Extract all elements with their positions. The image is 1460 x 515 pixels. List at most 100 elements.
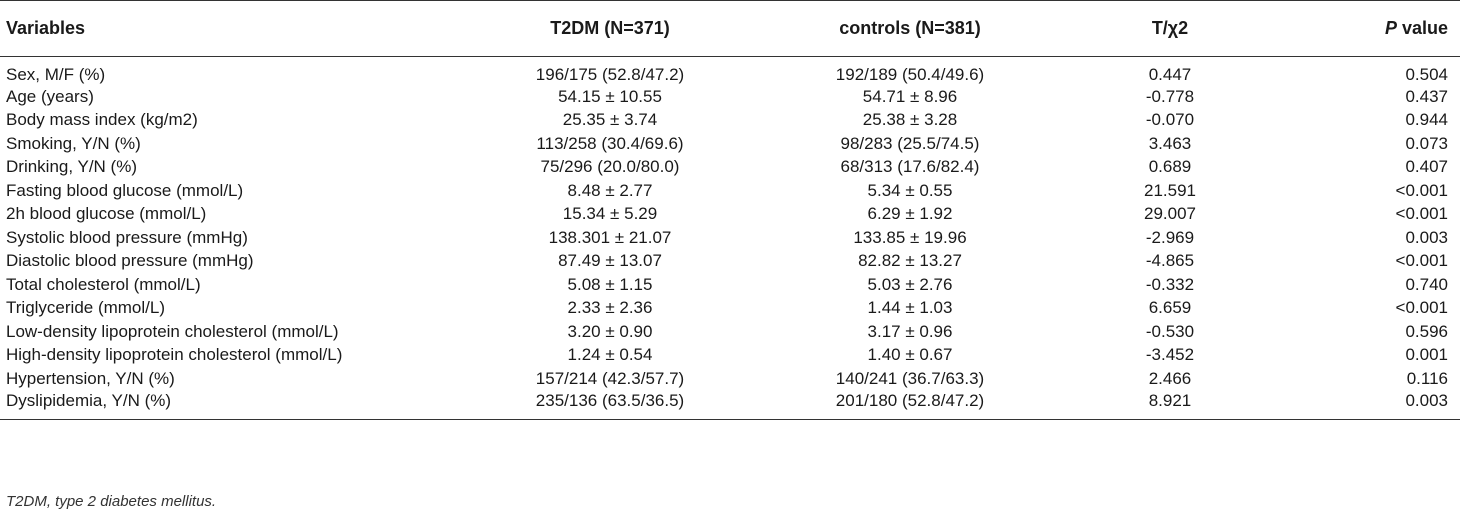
- stat-cell: -0.332: [1145, 274, 1195, 294]
- stat-cell: -4.865: [1145, 251, 1195, 271]
- t2dm-cell: 87.49 ± 13.07: [558, 251, 662, 271]
- p-value-cell: 0.407: [1405, 157, 1448, 177]
- t2dm-cell: 1.24 ± 0.54: [567, 345, 653, 365]
- controls-cell: 68/313 (17.6/82.4): [840, 157, 980, 177]
- controls-cell: 140/241 (36.7/63.3): [835, 368, 985, 388]
- table-row: Low-density lipoprotein cholesterol (mmo…: [0, 320, 1460, 344]
- controls-cell: 133.85 ± 19.96: [853, 227, 967, 247]
- table-row: Systolic blood pressure (mmHg) 138.301 ± …: [0, 226, 1460, 250]
- table-row: Triglyceride (mmol/L) 2.33 ± 2.36 1.44 ± 1…: [0, 297, 1460, 321]
- p-value-cell: <0.001: [1395, 298, 1448, 318]
- table-body: Sex, M/F (%) 196/175 (52.8/47.2) 192/189 (…: [0, 57, 1460, 420]
- t2dm-cell: 138.301 ± 21.07: [548, 227, 672, 247]
- variable-cell: Hypertension, Y/N (%): [6, 368, 175, 388]
- controls-cell: 5.34 ± 0.55: [867, 180, 953, 200]
- controls-cell: 1.44 ± 1.03: [867, 298, 953, 318]
- p-value-cell: 0.437: [1405, 86, 1448, 106]
- p-value-cell: 0.073: [1405, 133, 1448, 153]
- variable-cell: Triglyceride (mmol/L): [6, 298, 166, 318]
- table-footer-rule: [0, 418, 1460, 422]
- table-row: Age (years) 54.15 ± 10.55 54.71 ± 8.96 -0.7…: [0, 85, 1460, 109]
- t2dm-cell: 157/214 (42.3/57.7): [535, 368, 685, 388]
- header-p-rest: value: [1396, 18, 1448, 38]
- table-row: Smoking, Y/N (%) 113/258 (30.4/69.6) 98/28…: [0, 132, 1460, 156]
- controls-cell: 5.03 ± 2.76: [867, 274, 953, 294]
- variable-cell: Fasting blood glucose (mmol/L): [6, 180, 244, 200]
- stat-cell: 0.689: [1148, 157, 1192, 177]
- variable-cell: Systolic blood pressure (mmHg): [6, 227, 248, 247]
- stat-cell: -0.070: [1145, 110, 1195, 130]
- t2dm-cell: 235/136 (63.5/36.5): [535, 390, 685, 410]
- variable-cell: Drinking, Y/N (%): [6, 157, 137, 177]
- t2dm-cell: 15.34 ± 5.29: [562, 204, 658, 224]
- table-row: Dyslipidemia, Y/N (%) 235/136 (63.5/36.5)…: [0, 391, 1460, 420]
- table-row: Diastolic blood pressure (mmHg) 87.49 ± 1…: [0, 250, 1460, 274]
- p-value-cell: 0.003: [1405, 227, 1448, 247]
- table-row: Fasting blood glucose (mmol/L) 8.48 ± 2.7…: [0, 179, 1460, 203]
- header-variables: Variables: [0, 0, 460, 57]
- header-p-value: P value: [1280, 0, 1460, 57]
- table-row: High-density lipoprotein cholesterol (mm…: [0, 344, 1460, 368]
- stat-cell: 6.659: [1148, 298, 1192, 318]
- variable-cell: Diastolic blood pressure (mmHg): [6, 251, 254, 271]
- p-value-cell: 0.001: [1405, 345, 1448, 365]
- header-p-letter: P: [1384, 18, 1397, 38]
- t2dm-cell: 8.48 ± 2.77: [567, 180, 653, 200]
- controls-cell: 6.29 ± 1.92: [867, 204, 953, 224]
- variable-cell: Age (years): [6, 86, 94, 106]
- stat-cell: 21.591: [1144, 180, 1196, 200]
- stat-cell: -0.778: [1145, 86, 1195, 106]
- table-row: Sex, M/F (%) 196/175 (52.8/47.2) 192/189 (…: [0, 57, 1460, 86]
- t2dm-cell: 5.08 ± 1.15: [567, 274, 653, 294]
- stat-cell: -0.530: [1145, 321, 1195, 341]
- controls-cell: 201/180 (52.8/47.2): [835, 390, 985, 410]
- t2dm-cell: 196/175 (52.8/47.2): [535, 65, 685, 84]
- p-value-cell: 0.116: [1406, 368, 1448, 388]
- variable-cell: Low-density lipoprotein cholesterol (mmo…: [6, 321, 339, 341]
- p-value-cell: 0.740: [1405, 274, 1448, 294]
- table-row: Drinking, Y/N (%) 75/296 (20.0/80.0) 68/31…: [0, 156, 1460, 180]
- variable-cell: 2h blood glucose (mmol/L): [6, 204, 207, 224]
- p-value-cell: <0.001: [1395, 204, 1448, 224]
- characteristics-table-container: Variables T2DM (N=371) controls (N=381) …: [0, 0, 1460, 422]
- header-controls: controls (N=381): [760, 0, 1060, 57]
- characteristics-table: Variables T2DM (N=371) controls (N=381) …: [0, 0, 1460, 422]
- variable-cell: Total cholesterol (mmol/L): [6, 274, 201, 294]
- p-value-cell: 0.003: [1405, 390, 1448, 410]
- table-row: Body mass index (kg/m2) 25.35 ± 3.74 25.38…: [0, 109, 1460, 133]
- p-value-cell: 0.944: [1405, 110, 1448, 130]
- stat-cell: 29.007: [1144, 204, 1196, 224]
- table-row: Hypertension, Y/N (%) 157/214 (42.3/57.7)…: [0, 367, 1460, 391]
- controls-cell: 1.40 ± 0.67: [867, 345, 953, 365]
- variable-cell: Body mass index (kg/m2): [6, 110, 198, 130]
- stat-cell: -2.969: [1145, 227, 1195, 247]
- table-header: Variables T2DM (N=371) controls (N=381) …: [0, 0, 1460, 57]
- controls-cell: 192/189 (50.4/49.6): [835, 65, 985, 84]
- stat-cell: 8.921: [1148, 390, 1192, 410]
- t2dm-cell: 25.35 ± 3.74: [562, 110, 658, 130]
- variable-cell: High-density lipoprotein cholesterol (mm…: [6, 345, 343, 365]
- t2dm-cell: 113/258 (30.4/69.6): [536, 133, 684, 153]
- t2dm-cell: 75/296 (20.0/80.0): [540, 157, 680, 177]
- controls-cell: 98/283 (25.5/74.5): [840, 133, 980, 153]
- bottom-rule: [0, 418, 1460, 422]
- header-stat: T/χ2: [1060, 0, 1280, 57]
- table-footnote: T2DM, type 2 diabetes mellitus.: [6, 493, 217, 510]
- table-row: 2h blood glucose (mmol/L) 15.34 ± 5.29 6.2…: [0, 203, 1460, 227]
- controls-cell: 54.71 ± 8.96: [862, 86, 958, 106]
- stat-cell: 0.447: [1148, 65, 1192, 84]
- variable-cell: Dyslipidemia, Y/N (%): [6, 390, 172, 410]
- header-t2dm: T2DM (N=371): [460, 0, 760, 57]
- stat-cell: 3.463: [1148, 133, 1192, 153]
- variable-cell: Sex, M/F (%): [6, 65, 106, 84]
- controls-cell: 3.17 ± 0.96: [867, 321, 953, 341]
- table-row: Total cholesterol (mmol/L) 5.08 ± 1.15 5.0…: [0, 273, 1460, 297]
- p-value-cell: <0.001: [1395, 180, 1448, 200]
- header-row: Variables T2DM (N=371) controls (N=381) …: [0, 0, 1460, 57]
- t2dm-cell: 3.20 ± 0.90: [567, 321, 653, 341]
- stat-cell: 2.466: [1148, 368, 1192, 388]
- p-value-cell: 0.596: [1405, 321, 1448, 341]
- controls-cell: 82.82 ± 13.27: [858, 251, 962, 271]
- t2dm-cell: 2.33 ± 2.36: [567, 298, 653, 318]
- p-value-cell: <0.001: [1395, 251, 1448, 271]
